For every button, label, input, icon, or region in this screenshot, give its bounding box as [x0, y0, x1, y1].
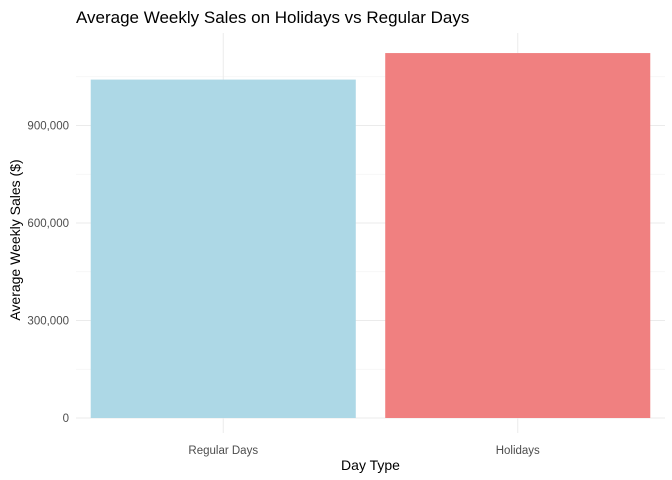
chart-title: Average Weekly Sales on Holidays vs Regu… — [76, 8, 469, 27]
y-tick-label: 900,000 — [27, 121, 69, 133]
bar-holidays — [385, 53, 651, 418]
bars — [90, 53, 651, 418]
y-tick-label: 600,000 — [27, 218, 69, 230]
x-axis-title: Day Type — [341, 457, 400, 473]
bar-regular-days — [90, 79, 356, 418]
x-tick-label: Regular Days — [188, 445, 258, 457]
y-tick-label: 300,000 — [27, 316, 69, 328]
x-tick-label: Holidays — [496, 445, 540, 457]
y-tick-label: 0 — [63, 413, 69, 425]
y-axis-ticks: 0 300,000 600,000 900,000 — [27, 121, 69, 426]
x-axis-ticks: Regular Days Holidays — [188, 445, 540, 457]
y-axis-title: Average Weekly Sales ($) — [7, 159, 23, 320]
